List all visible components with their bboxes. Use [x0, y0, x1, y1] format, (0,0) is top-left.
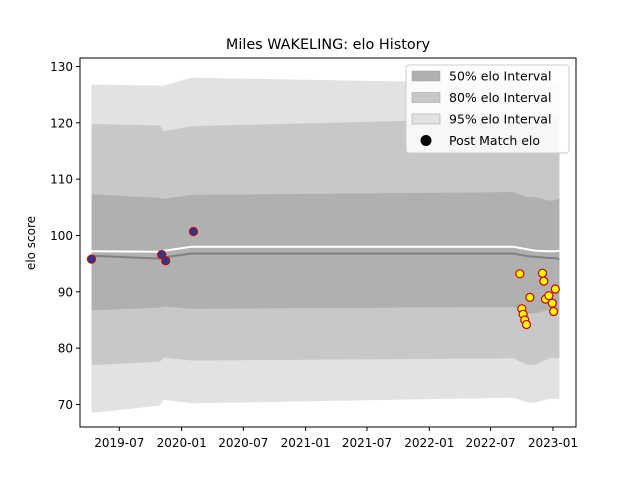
- data-point: [539, 276, 549, 286]
- data-point: [544, 291, 554, 301]
- y-tick-label: 110: [50, 173, 73, 187]
- data-point: [521, 319, 532, 330]
- y-axis-label: elo score: [24, 216, 38, 270]
- y-tick-label: 70: [58, 398, 73, 412]
- y-tick-label: 100: [50, 229, 73, 243]
- legend-label: 80% elo Interval: [449, 90, 551, 105]
- y-tick-label: 120: [50, 116, 73, 130]
- data-points: [86, 226, 560, 330]
- data-point: [537, 268, 548, 278]
- data-point: [515, 269, 525, 279]
- data-point: [86, 254, 97, 264]
- legend: 50% elo Interval 80% elo Interval 95% elo …: [405, 64, 570, 154]
- y-tick-label: 130: [50, 60, 73, 74]
- legend-swatch: [411, 92, 441, 103]
- legend-label: 50% elo Interval: [449, 69, 551, 84]
- data-point: [547, 298, 557, 308]
- plot-frame: [79, 57, 577, 428]
- x-tick-label: 2021-07: [342, 436, 392, 450]
- legend-label: Post Match elo: [449, 133, 540, 148]
- data-point: [548, 306, 559, 317]
- data-point: [550, 284, 560, 294]
- x-tick-label: 2023-01: [528, 436, 578, 450]
- x-tick-label: 2020-01: [157, 436, 207, 450]
- data-point: [161, 256, 171, 266]
- interval-bands: [91, 77, 560, 413]
- x-axis: 2019-07 2020-01 2020-07 2021-01 2021-07 2022-…: [94, 427, 578, 450]
- legend-marker: [420, 135, 432, 146]
- x-tick-label: 2022-01: [404, 436, 454, 450]
- legend-box: [405, 64, 570, 154]
- x-tick-label: 2020-07: [218, 436, 268, 450]
- legend-label: 95% elo Interval: [449, 112, 551, 127]
- x-tick-label: 2019-07: [94, 436, 144, 450]
- y-tick-label: 80: [58, 342, 73, 356]
- chart-title: Miles WAKELING: elo History: [226, 37, 431, 53]
- legend-swatch: [411, 70, 441, 82]
- y-axis: 70 80 90 100 110 120 130: [50, 60, 80, 412]
- y-tick-label: 90: [58, 285, 73, 299]
- legend-swatch: [411, 113, 441, 125]
- x-tick-label: 2021-01: [281, 436, 331, 450]
- data-point: [525, 292, 535, 302]
- data-point: [188, 226, 199, 237]
- x-tick-label: 2022-07: [466, 436, 516, 450]
